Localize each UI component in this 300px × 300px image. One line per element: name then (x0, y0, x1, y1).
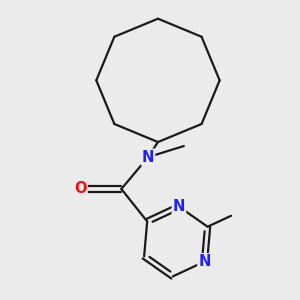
Text: N: N (198, 254, 211, 269)
Text: N: N (142, 150, 154, 165)
Text: N: N (173, 199, 185, 214)
Text: O: O (74, 182, 87, 196)
